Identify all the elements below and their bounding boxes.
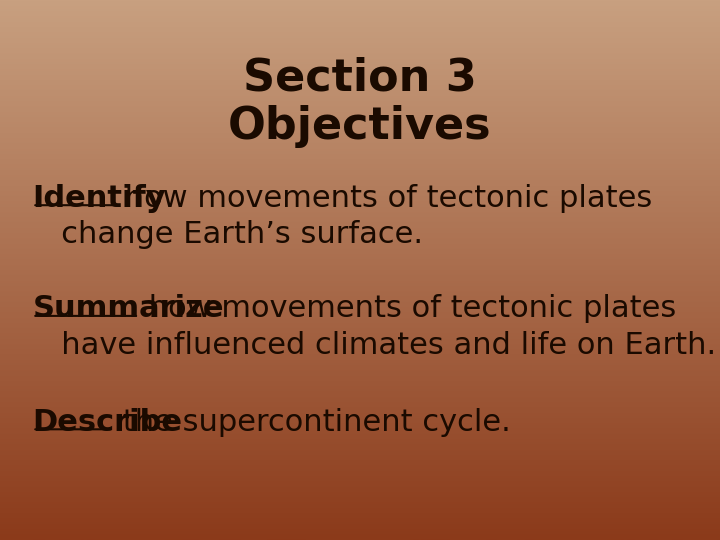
Text: how movements of tectonic plates: how movements of tectonic plates — [139, 294, 676, 323]
Text: change Earth’s surface.: change Earth’s surface. — [32, 220, 423, 249]
Text: Summarize: Summarize — [32, 294, 224, 323]
Text: Identify: Identify — [32, 184, 166, 213]
Text: the supercontinent cycle.: the supercontinent cycle. — [113, 408, 510, 437]
Text: Section 3: Section 3 — [243, 57, 477, 100]
Text: Describe: Describe — [32, 408, 182, 437]
Text: have influenced climates and life on Earth.: have influenced climates and life on Ear… — [32, 331, 716, 360]
Text: how movements of tectonic plates: how movements of tectonic plates — [115, 184, 652, 213]
Text: Objectives: Objectives — [228, 105, 492, 148]
